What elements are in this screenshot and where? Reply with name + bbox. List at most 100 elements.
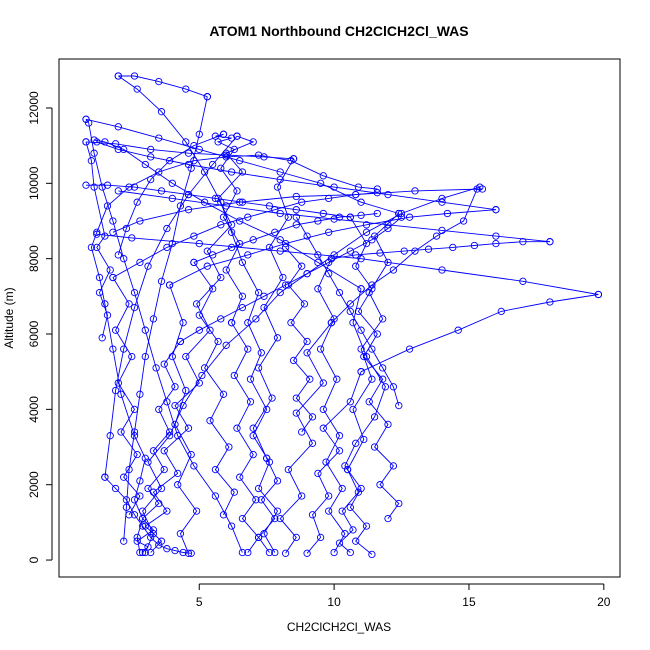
data-point — [206, 326, 214, 334]
data-point — [152, 364, 160, 372]
data-point — [138, 514, 147, 523]
series-line — [306, 371, 362, 554]
data-point — [368, 345, 376, 353]
data-point — [284, 281, 292, 289]
data-point — [111, 326, 120, 334]
data-point — [254, 151, 263, 159]
series-line — [285, 247, 314, 433]
data-point — [346, 503, 354, 511]
data-point — [133, 85, 141, 93]
data-point — [160, 360, 168, 368]
data-point — [306, 375, 314, 383]
data-point — [384, 420, 392, 429]
data-point — [227, 243, 236, 252]
data-point — [384, 258, 392, 267]
data-point — [384, 190, 392, 199]
data-point — [130, 511, 139, 519]
data-point — [254, 364, 263, 372]
data-point — [395, 401, 403, 410]
data-point — [141, 160, 149, 169]
data-point — [236, 217, 244, 225]
data-point — [273, 183, 282, 191]
data-point — [249, 236, 257, 244]
data-point — [260, 153, 268, 161]
data-point — [133, 537, 141, 545]
data-point — [405, 213, 414, 221]
data-point — [314, 251, 322, 259]
data-point — [271, 548, 279, 557]
data-point — [149, 526, 158, 534]
data-point — [114, 187, 122, 195]
data-point — [373, 189, 381, 197]
data-point — [227, 228, 236, 236]
data-point — [432, 232, 441, 240]
series-line — [231, 322, 260, 553]
data-point — [273, 477, 282, 485]
data-point — [289, 155, 298, 163]
data-point — [141, 454, 149, 462]
data-point — [120, 145, 128, 154]
data-point — [330, 215, 338, 223]
data-point — [211, 492, 220, 500]
series-line — [331, 188, 478, 324]
data-point — [120, 537, 128, 545]
data-point — [238, 198, 247, 206]
data-point — [130, 303, 139, 312]
data-point — [87, 243, 96, 252]
data-point — [128, 234, 136, 242]
data-point — [298, 262, 306, 270]
data-point — [117, 390, 125, 398]
data-point — [217, 164, 225, 172]
data-point — [443, 209, 452, 218]
series-line — [112, 188, 483, 233]
series-line — [344, 288, 386, 555]
data-point — [114, 72, 122, 80]
data-point — [370, 413, 379, 421]
data-point — [230, 371, 238, 380]
series-line — [112, 277, 141, 516]
data-point — [203, 262, 211, 270]
data-point — [289, 356, 298, 365]
data-point — [292, 394, 300, 402]
data-point — [144, 262, 152, 270]
data-point — [114, 379, 122, 387]
data-point — [101, 473, 109, 481]
data-point — [333, 375, 341, 383]
data-point — [362, 522, 371, 530]
data-point — [138, 548, 147, 557]
data-point — [384, 224, 392, 233]
series-line — [317, 258, 346, 553]
data-point — [155, 134, 163, 142]
data-point — [174, 469, 182, 478]
data-point — [546, 238, 554, 246]
data-point — [308, 413, 317, 421]
data-point — [346, 247, 354, 255]
data-point — [244, 345, 252, 353]
data-point — [179, 548, 187, 557]
data-point — [360, 435, 368, 444]
data-point — [195, 379, 203, 387]
data-point — [281, 549, 290, 557]
data-point — [473, 185, 481, 193]
data-point — [424, 245, 433, 253]
data-point — [163, 243, 171, 252]
data-point — [384, 221, 392, 229]
data-point — [122, 503, 131, 511]
data-point — [192, 300, 201, 308]
data-point — [136, 217, 144, 225]
data-point — [147, 175, 155, 184]
data-point — [303, 337, 311, 346]
data-point — [265, 458, 274, 466]
data-point — [325, 507, 333, 515]
data-point — [265, 548, 274, 557]
data-point — [546, 298, 554, 306]
data-point — [144, 484, 152, 493]
data-point — [254, 533, 263, 542]
data-point — [265, 202, 274, 210]
data-point — [368, 236, 376, 244]
data-point — [368, 550, 376, 559]
series-line — [123, 96, 208, 542]
data-point — [176, 202, 185, 210]
data-point — [136, 477, 144, 485]
data-point — [163, 507, 171, 515]
